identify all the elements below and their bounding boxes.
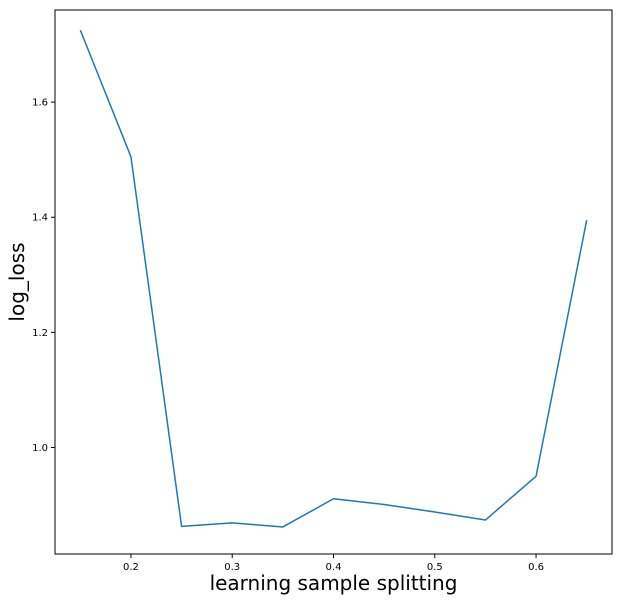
series-line [79,29,588,528]
y-tick-label: 1.2 [32,328,48,339]
x-axis-ticks: 0.2 0.3 0.4 0.5 0.6 [123,554,544,573]
x-tick-label: 0.4 [326,562,342,573]
plot-frame [54,9,613,555]
x-tick-label: 0.2 [123,562,139,573]
plot-background [55,10,612,554]
y-axis-label: log_loss [5,242,29,321]
x-tick-label: 0.3 [224,562,240,573]
y-tick-label: 1.4 [32,213,48,224]
x-tick-label: 0.6 [528,562,544,573]
y-axis-ticks: 1.0 1.2 1.4 1.6 [32,98,55,454]
y-tick-label: 1.0 [32,443,48,454]
x-axis-label: learning sample splitting [210,571,458,595]
y-tick-label: 1.6 [32,98,48,109]
x-tick-label: 0.5 [427,562,443,573]
